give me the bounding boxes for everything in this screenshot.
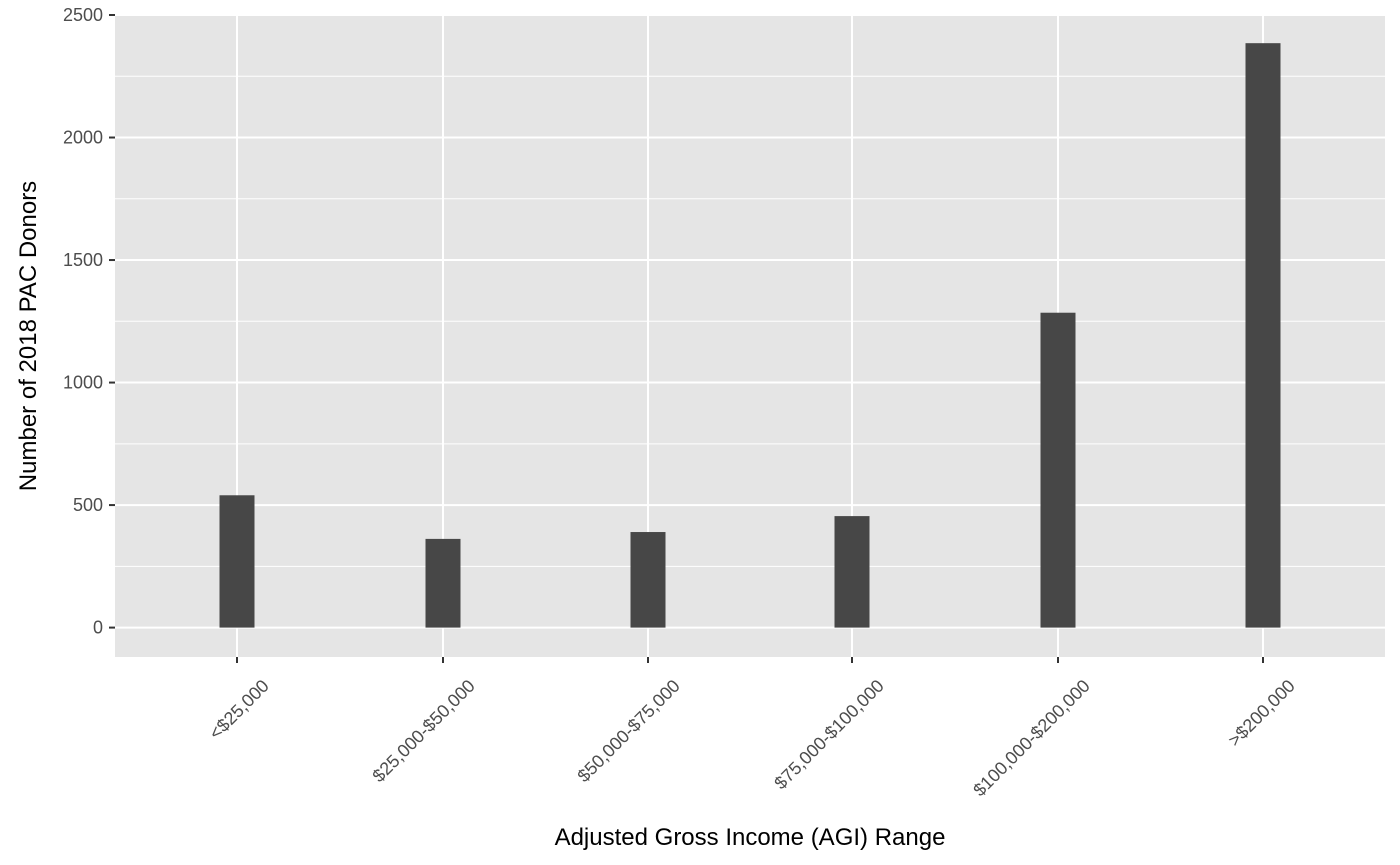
plot-panel bbox=[115, 15, 1385, 657]
bars bbox=[219, 43, 1281, 628]
x-tick-label: $25,000-$50,000 bbox=[368, 676, 478, 786]
x-tick-label: $50,000-$75,000 bbox=[573, 676, 683, 786]
x-tick-label: $75,000-$100,000 bbox=[770, 676, 887, 793]
bar bbox=[630, 532, 666, 628]
y-tick-label: 2000 bbox=[63, 128, 103, 148]
bar bbox=[1245, 43, 1281, 628]
x-tick-label: $100,000-$200,000 bbox=[969, 676, 1094, 801]
bar bbox=[425, 538, 461, 628]
y-tick-label: 1500 bbox=[63, 250, 103, 270]
y-tick-label: 500 bbox=[73, 495, 103, 515]
bar bbox=[219, 495, 255, 628]
x-axis: <$25,000 $25,000-$50,000 $50,000-$75,000 $7… bbox=[205, 657, 1299, 800]
y-axis: 0 500 1000 1500 2000 2500 bbox=[63, 5, 115, 638]
y-axis-title: Number of 2018 PAC Donors bbox=[15, 181, 42, 491]
x-axis-title: Adjusted Gross Income (AGI) Range bbox=[555, 824, 946, 851]
x-tick-label: <$25,000 bbox=[205, 676, 273, 744]
y-tick-label: 0 bbox=[93, 618, 103, 638]
bar bbox=[834, 516, 870, 628]
bar bbox=[1040, 312, 1076, 628]
y-tick-label: 2500 bbox=[63, 5, 103, 25]
x-tick-label: >$200,000 bbox=[1224, 676, 1299, 751]
y-tick-label: 1000 bbox=[63, 373, 103, 393]
